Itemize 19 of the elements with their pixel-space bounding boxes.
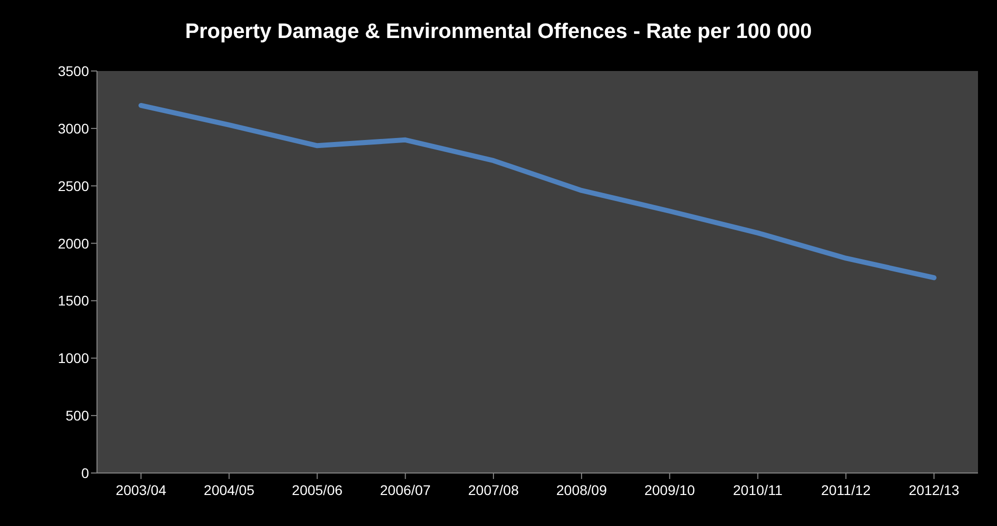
y-tick-label: 0: [81, 464, 90, 481]
x-tick-label: 2010/11: [732, 482, 783, 498]
x-tick-label: 2007/08: [468, 482, 519, 498]
x-tick-label: 2003/04: [116, 482, 167, 498]
y-tick-label: 500: [66, 408, 90, 424]
y-tick-label: 1000: [58, 350, 90, 366]
y-tick-label: 2000: [58, 235, 90, 252]
x-tick-label: 2011/12: [821, 482, 871, 498]
x-tick-label: 2009/10: [644, 482, 696, 498]
y-tick-label: 3000: [58, 120, 90, 136]
x-tick-label: 2008/09: [556, 482, 608, 498]
chart-title: Property Damage & Environmental Offences - Rate per 100 000: [184, 20, 813, 44]
x-tick-label: 2005/06: [292, 482, 343, 498]
y-tick-label: 1500: [58, 292, 90, 309]
x-tick-label: 2004/05: [204, 482, 255, 498]
x-tick-label: 2012/13: [908, 482, 960, 498]
y-tick-label: 3500: [58, 62, 90, 79]
y-tick-label: 2500: [58, 178, 90, 194]
x-tick-label: 2006/07: [380, 482, 431, 498]
